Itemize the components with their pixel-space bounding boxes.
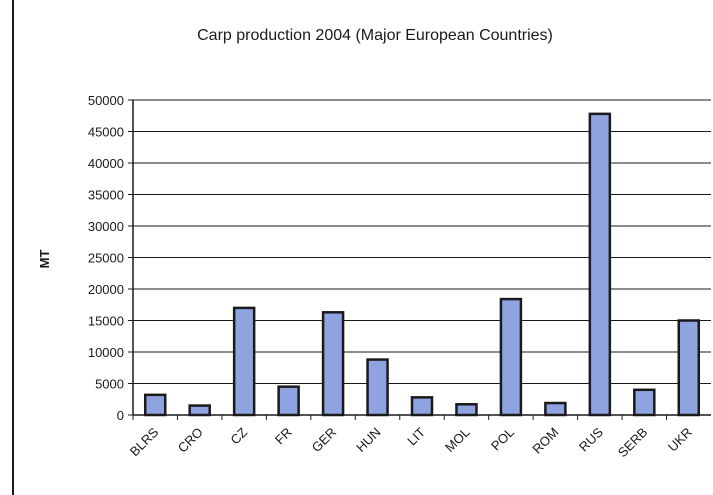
left-border-line: [12, 0, 14, 495]
x-tick-label: BLRS: [127, 424, 162, 459]
y-tick-label: 0: [117, 408, 124, 423]
bar: [499, 297, 523, 417]
y-tick-label: 50000: [88, 93, 124, 108]
x-tick-label: POL: [488, 425, 517, 454]
bar: [588, 112, 612, 417]
y-axis-ticks: 0 5000 10000 15000 20000 25000 30000 35000 40000…: [88, 93, 133, 423]
y-tick-label: 20000: [88, 282, 124, 297]
x-tick-label: UKR: [665, 425, 695, 455]
bar: [321, 311, 345, 417]
y-tick-label: 25000: [88, 251, 124, 266]
bar: [232, 306, 256, 417]
bar: [277, 385, 300, 417]
y-tick-label: 30000: [88, 219, 124, 234]
bar: [455, 403, 478, 417]
bar: [188, 404, 211, 417]
x-tick-label: CRO: [175, 425, 206, 456]
y-tick-label: 15000: [88, 314, 124, 329]
bar: [544, 401, 567, 417]
chart-title: Carp production 2004 (Major European Cou…: [197, 27, 553, 44]
bar: [366, 358, 389, 417]
bars: [143, 112, 701, 417]
x-tick-label: RUS: [576, 424, 606, 454]
gridlines: [133, 99, 711, 384]
bar: [677, 319, 701, 417]
bar: [410, 396, 434, 417]
axes: [132, 100, 711, 416]
x-tick-label: ROM: [529, 425, 561, 457]
x-tick-label: SERB: [615, 425, 651, 461]
x-tick-label: CZ: [227, 424, 250, 447]
bar: [143, 393, 167, 417]
y-tick-label: 5000: [95, 377, 124, 392]
y-tick-label: 45000: [88, 125, 124, 140]
y-axis-label: MT: [37, 250, 52, 269]
x-tick-label: FR: [272, 425, 295, 448]
x-tick-label: HUN: [353, 425, 384, 456]
y-tick-label: 40000: [88, 156, 124, 171]
x-tick-label: LIT: [404, 424, 428, 448]
x-tick-label: MOL: [442, 425, 473, 456]
bar: [633, 388, 656, 417]
y-tick-label: 35000: [88, 188, 124, 203]
y-tick-label: 10000: [88, 345, 124, 360]
x-tick-label: GER: [309, 425, 340, 456]
x-axis-ticks: BLRS CRO CZ FR GER HUN LIT MOL POL ROM RUS SERB UKR: [127, 415, 695, 460]
